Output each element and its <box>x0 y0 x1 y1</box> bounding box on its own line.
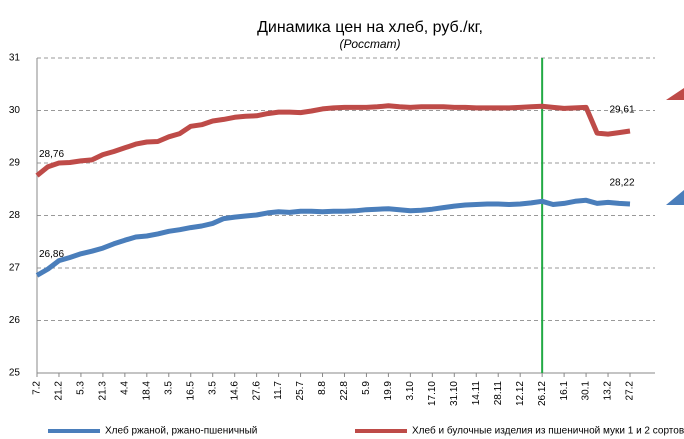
x-tick-label: 11.7 <box>273 381 284 400</box>
data-label: 28,22 <box>609 178 634 189</box>
chart-subtitle: (Росстат) <box>339 37 400 51</box>
x-tick-label: 27.6 <box>251 381 262 401</box>
x-tick-label: 19.9 <box>383 381 394 401</box>
x-tick-label: 13.2 <box>603 381 614 401</box>
x-tick-label: 30.1 <box>581 381 592 401</box>
x-tick-label: 28.11 <box>493 381 504 406</box>
x-tick-label: 3.5 <box>207 381 218 395</box>
x-tick-label: 3.5 <box>163 381 174 395</box>
series-line <box>35 103 631 178</box>
y-tick-label: 28 <box>9 210 21 221</box>
x-tick-label: 16.1 <box>559 381 570 401</box>
x-tick-label: 5.9 <box>361 381 372 395</box>
x-tick-label: 22.8 <box>339 381 350 401</box>
y-tick-label: 30 <box>9 105 21 116</box>
x-tick-label: 8.8 <box>317 381 328 395</box>
data-label: 26,86 <box>39 249 64 260</box>
x-tick-label: 4.4 <box>119 381 130 395</box>
y-tick-label: 31 <box>9 53 21 64</box>
x-tick-label: 7.2 <box>32 381 43 395</box>
y-tick-label: 29 <box>9 158 21 169</box>
x-tick-label: 14.6 <box>229 381 240 401</box>
x-tick-label: 3.10 <box>405 381 416 401</box>
y-tick-label: 27 <box>9 263 21 274</box>
x-tick-label: 21.2 <box>54 381 65 401</box>
data-label: 28,76 <box>39 149 64 160</box>
x-tick-label: 5.3 <box>76 381 87 395</box>
data-label: 29,61 <box>609 105 634 116</box>
x-tick-label: 25.7 <box>295 381 306 401</box>
chart-title: Динамика цен на хлеб, руб./кг, <box>257 19 483 36</box>
x-tick-label: 26.12 <box>537 381 548 406</box>
x-tick-label: 16.5 <box>185 381 196 401</box>
x-tick-label: 31.10 <box>449 381 460 406</box>
y-tick-label: 26 <box>9 315 21 326</box>
decor-triangle <box>666 190 684 205</box>
legend-label: Хлеб и булочные изделия из пшеничной мук… <box>412 425 684 437</box>
legend-label: Хлеб ржаной, ржано-пшеничный <box>105 425 257 437</box>
x-tick-label: 17.10 <box>427 381 438 406</box>
x-tick-label: 12.12 <box>515 381 526 406</box>
x-tick-label: 18.4 <box>141 381 152 401</box>
series-line <box>35 197 631 278</box>
x-tick-label: 27.2 <box>625 381 636 401</box>
x-tick-label: 14.11 <box>471 381 482 406</box>
y-tick-label: 25 <box>9 368 21 379</box>
decor-triangle <box>666 88 684 100</box>
x-tick-label: 21.3 <box>98 381 109 401</box>
